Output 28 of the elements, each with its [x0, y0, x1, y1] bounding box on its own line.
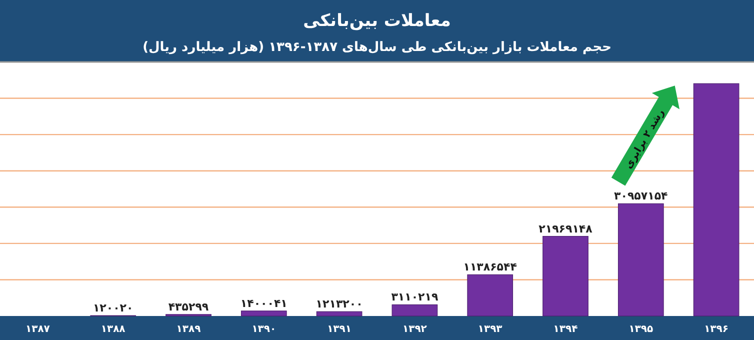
data-label: ۲۱۹۶۹۱۴۸ [538, 222, 593, 236]
data-label: ۱۲۱۳۲۰۰ [316, 298, 363, 311]
data-label: ۱۴۰۰۰۴۱ [240, 296, 288, 310]
x-tick-label: ۱۳۹۶ [704, 324, 729, 335]
x-tick-label: ۱۳۸۸ [100, 324, 126, 335]
bar [240, 310, 287, 316]
bar [618, 203, 664, 316]
bar [467, 274, 514, 316]
chart-subtitle: حجم معاملات بازار بین‌بانکی طی سال‌های ۱۳۸۷-۱۳۹۶ (هزار میلیارد ریال) [142, 40, 612, 55]
data-label: ۴۳۵۲۹۹ [168, 300, 209, 314]
x-tick-label: ۱۳۸۹ [176, 324, 201, 335]
x-tick-label: ۱۳۹۵ [628, 324, 654, 335]
x-tick-label: ۱۳۹۳ [478, 324, 502, 335]
bar [693, 83, 740, 316]
bar [316, 311, 362, 316]
x-tick-label: ۱۳۹۲ [402, 324, 427, 335]
x-tick-label: ۱۳۹۴ [553, 324, 578, 335]
data-label: ۳۰۹۵۷۱۵۴ [614, 190, 668, 203]
bar [542, 236, 588, 316]
data-label: ۳۱۱۰۲۱۹ [391, 290, 438, 304]
bar [392, 304, 438, 316]
data-label: ۱۱۳۸۶۵۴۴ [463, 260, 518, 274]
x-tick-label: ۱۳۸۷ [25, 324, 50, 335]
chart-title: معاملات بین‌بانکی [303, 11, 451, 31]
x-tick-label: ۱۳۹۱ [327, 324, 352, 335]
x-tick-label: ۱۳۹۰ [252, 324, 276, 335]
annotation: رشد ۲ برابری [623, 107, 667, 171]
data-label: ۱۲۰۰۲۰ [92, 302, 134, 315]
